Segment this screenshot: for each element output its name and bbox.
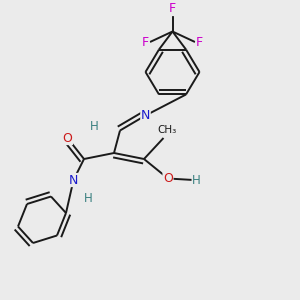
Text: N: N — [141, 109, 150, 122]
Text: N: N — [69, 173, 78, 187]
Text: F: F — [142, 35, 149, 49]
Text: CH₃: CH₃ — [157, 125, 176, 136]
Text: O: O — [163, 172, 173, 185]
Text: H: H — [192, 173, 201, 187]
Text: O: O — [63, 131, 72, 145]
Text: H: H — [90, 119, 99, 133]
Text: H: H — [84, 191, 93, 205]
Text: F: F — [169, 2, 176, 16]
Text: F: F — [196, 35, 203, 49]
